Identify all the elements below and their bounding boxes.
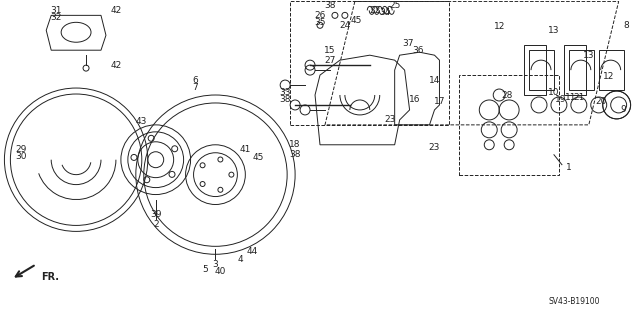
Text: 16: 16	[409, 95, 420, 105]
Text: 7: 7	[193, 83, 198, 92]
Text: 15: 15	[324, 46, 336, 55]
Text: 13: 13	[548, 26, 560, 35]
Text: 28: 28	[502, 91, 513, 100]
Text: 38: 38	[324, 1, 336, 10]
Text: 10: 10	[548, 87, 560, 97]
Text: 33: 33	[280, 87, 291, 97]
Text: 27: 27	[324, 56, 335, 65]
Text: 19: 19	[555, 95, 566, 105]
Text: 2: 2	[153, 220, 159, 229]
Text: 20: 20	[595, 98, 607, 107]
Text: 34: 34	[379, 8, 390, 17]
Text: 12: 12	[493, 22, 505, 31]
Text: 30: 30	[15, 152, 27, 161]
Text: 9: 9	[621, 106, 627, 115]
Text: 22: 22	[369, 6, 380, 15]
Text: 37: 37	[402, 39, 413, 48]
Text: 1: 1	[566, 163, 572, 172]
Text: 8: 8	[624, 21, 630, 30]
Text: 39: 39	[150, 210, 161, 219]
Text: 42: 42	[110, 61, 122, 70]
Text: 13: 13	[583, 51, 595, 60]
Text: 4: 4	[237, 255, 243, 264]
Text: 45: 45	[350, 16, 362, 25]
Text: FR.: FR.	[41, 272, 60, 282]
Text: 5: 5	[203, 265, 209, 274]
Text: 23: 23	[384, 115, 396, 124]
Text: 3: 3	[212, 260, 218, 269]
Text: 26: 26	[314, 11, 326, 20]
Text: 38: 38	[280, 95, 291, 105]
Text: 35: 35	[314, 18, 326, 27]
Text: 45: 45	[253, 153, 264, 162]
Text: 12: 12	[603, 71, 614, 81]
Text: 25: 25	[389, 1, 401, 10]
Text: 38: 38	[289, 150, 301, 159]
Text: 41: 41	[239, 145, 251, 154]
Bar	[290, 1, 449, 125]
Text: 32: 32	[51, 13, 62, 22]
Text: 23: 23	[429, 143, 440, 152]
Bar	[460, 75, 559, 174]
Text: 40: 40	[215, 267, 226, 276]
Text: 42: 42	[110, 6, 122, 15]
Text: SV43-B19100: SV43-B19100	[548, 297, 600, 306]
Text: 29: 29	[15, 145, 27, 154]
Text: 17: 17	[434, 98, 445, 107]
Text: 36: 36	[412, 46, 423, 55]
Text: 6: 6	[193, 76, 198, 85]
Text: 44: 44	[246, 247, 258, 256]
Text: 14: 14	[429, 76, 440, 85]
Text: 43: 43	[135, 117, 147, 126]
Text: 24: 24	[339, 21, 351, 30]
Text: 11: 11	[565, 93, 577, 102]
Text: 18: 18	[289, 140, 301, 149]
Text: 21: 21	[573, 93, 584, 102]
Text: 31: 31	[51, 6, 62, 15]
